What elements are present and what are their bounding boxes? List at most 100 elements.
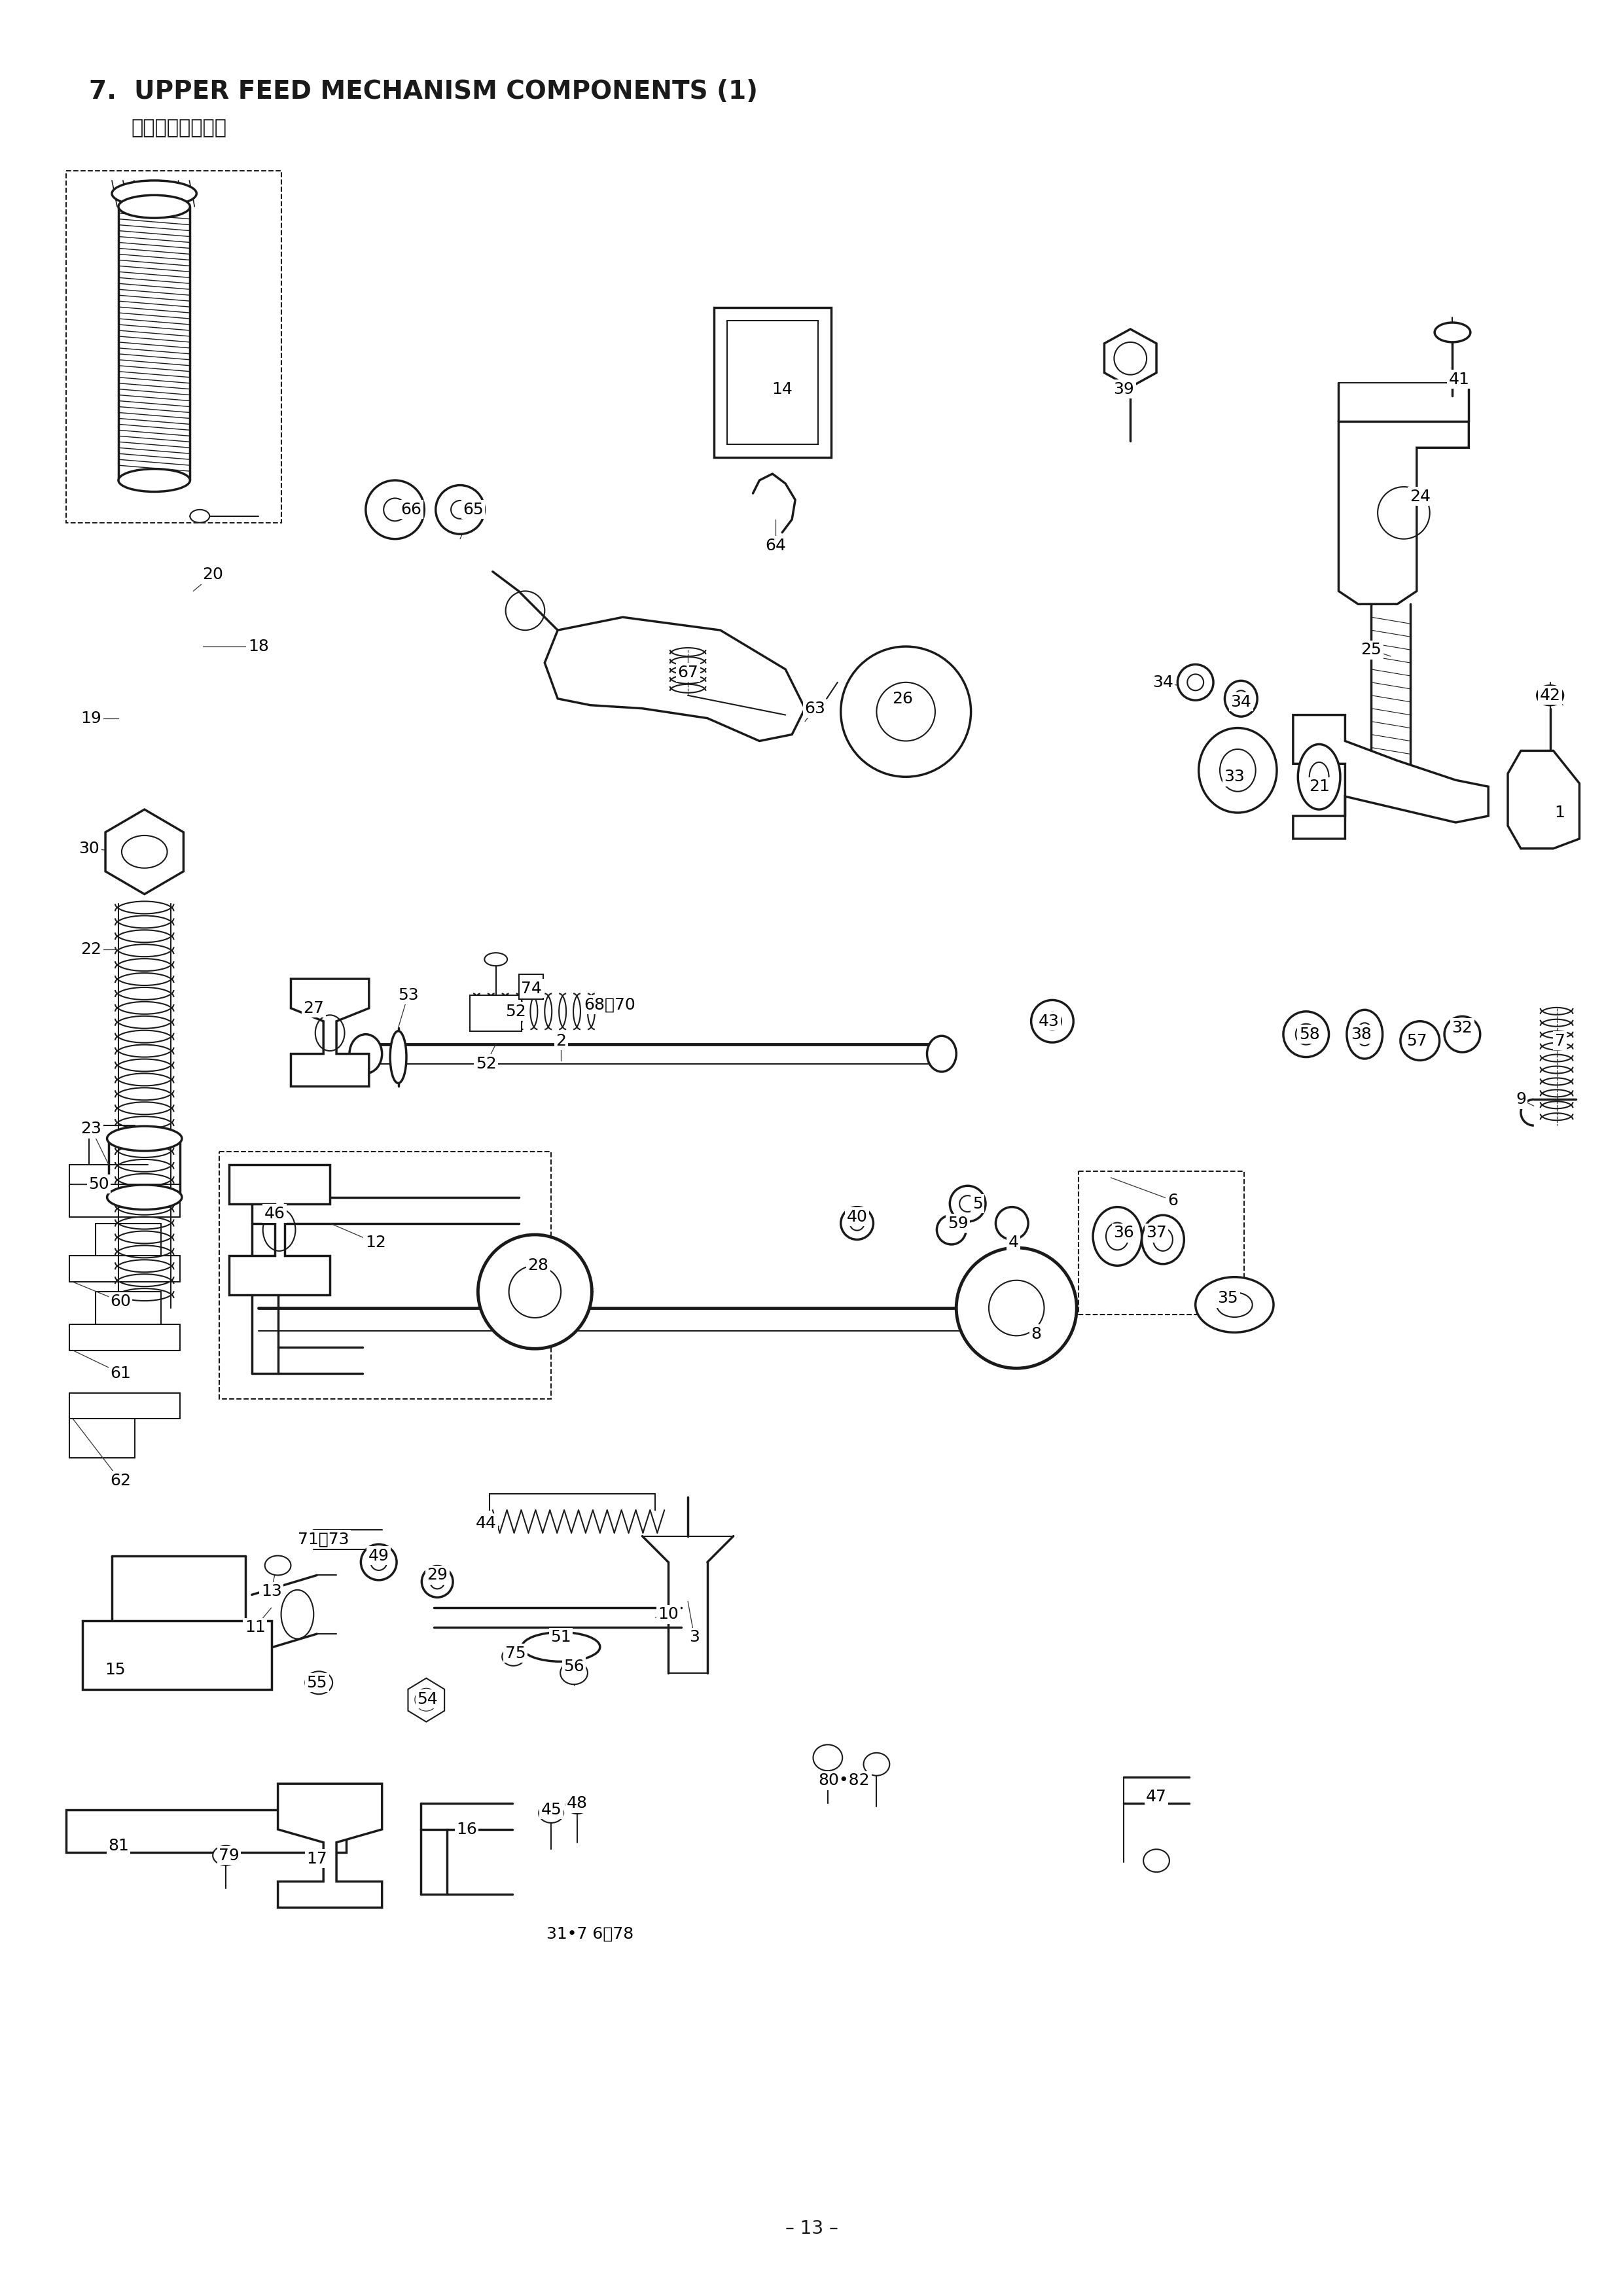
Text: 54: 54 bbox=[417, 1692, 438, 1706]
Text: 44: 44 bbox=[476, 1515, 497, 1531]
Ellipse shape bbox=[1196, 1277, 1274, 1332]
Text: 75: 75 bbox=[505, 1646, 526, 1662]
Ellipse shape bbox=[479, 1235, 592, 1348]
Text: 12: 12 bbox=[365, 1235, 386, 1251]
Polygon shape bbox=[105, 810, 183, 893]
Ellipse shape bbox=[927, 1035, 956, 1072]
Bar bbox=[1078, 1171, 1245, 1316]
Text: 74: 74 bbox=[521, 980, 542, 996]
Ellipse shape bbox=[1298, 744, 1341, 810]
Ellipse shape bbox=[1284, 1013, 1329, 1056]
Ellipse shape bbox=[1143, 1848, 1170, 1871]
Text: 6: 6 bbox=[1167, 1192, 1178, 1208]
Ellipse shape bbox=[1178, 664, 1214, 700]
Ellipse shape bbox=[936, 1215, 966, 1244]
Text: 23: 23 bbox=[81, 1120, 102, 1137]
Text: – 13 –: – 13 – bbox=[786, 2220, 837, 2239]
Ellipse shape bbox=[349, 1033, 381, 1072]
Text: 17: 17 bbox=[307, 1851, 328, 1867]
Text: 11: 11 bbox=[245, 1619, 266, 1635]
Ellipse shape bbox=[539, 1802, 563, 1823]
Text: 46: 46 bbox=[265, 1205, 286, 1221]
Text: 62: 62 bbox=[110, 1472, 131, 1488]
Polygon shape bbox=[278, 1784, 381, 1908]
Text: 38: 38 bbox=[1350, 1026, 1371, 1042]
Bar bbox=[219, 1153, 552, 1398]
Polygon shape bbox=[1339, 422, 1469, 604]
Text: 24: 24 bbox=[1409, 489, 1430, 505]
Text: 48: 48 bbox=[566, 1795, 588, 1812]
Text: 14: 14 bbox=[773, 381, 792, 397]
Text: 2: 2 bbox=[555, 1033, 566, 1049]
Text: 51: 51 bbox=[550, 1630, 571, 1644]
Text: 58: 58 bbox=[1298, 1026, 1319, 1042]
Text: 3: 3 bbox=[690, 1630, 700, 1644]
Text: 45: 45 bbox=[540, 1802, 562, 1818]
Ellipse shape bbox=[813, 1745, 842, 1770]
Text: 66: 66 bbox=[401, 503, 422, 517]
Text: 61: 61 bbox=[110, 1366, 131, 1380]
Ellipse shape bbox=[502, 1649, 524, 1667]
Text: 52: 52 bbox=[505, 1003, 526, 1019]
Ellipse shape bbox=[360, 1545, 396, 1580]
Ellipse shape bbox=[485, 953, 508, 967]
Bar bbox=[67, 1809, 346, 1853]
Bar bbox=[727, 321, 818, 445]
Ellipse shape bbox=[390, 1031, 406, 1084]
Text: 8: 8 bbox=[1031, 1327, 1042, 1341]
Bar bbox=[83, 1621, 271, 1690]
Text: 53: 53 bbox=[398, 987, 419, 1003]
Polygon shape bbox=[1294, 714, 1488, 838]
Text: 34: 34 bbox=[1152, 675, 1173, 691]
Text: 20: 20 bbox=[203, 567, 224, 583]
Text: 16: 16 bbox=[456, 1821, 477, 1837]
Text: 68～70: 68～70 bbox=[584, 996, 636, 1013]
Ellipse shape bbox=[107, 1185, 182, 1210]
Ellipse shape bbox=[1092, 1208, 1141, 1265]
Text: 52: 52 bbox=[476, 1056, 497, 1072]
Ellipse shape bbox=[112, 181, 196, 207]
Text: 40: 40 bbox=[847, 1210, 867, 1224]
Text: 79: 79 bbox=[219, 1848, 240, 1864]
Ellipse shape bbox=[1435, 321, 1470, 342]
Polygon shape bbox=[1104, 328, 1157, 388]
Text: 32: 32 bbox=[1453, 1019, 1472, 1035]
Ellipse shape bbox=[265, 1557, 291, 1575]
Ellipse shape bbox=[107, 1125, 182, 1150]
Text: 63: 63 bbox=[805, 700, 824, 716]
Text: 1: 1 bbox=[1555, 806, 1565, 820]
Text: 18: 18 bbox=[248, 638, 269, 654]
Ellipse shape bbox=[118, 468, 190, 491]
Text: 10: 10 bbox=[657, 1607, 678, 1623]
Ellipse shape bbox=[365, 480, 424, 540]
Ellipse shape bbox=[1537, 687, 1563, 705]
Bar bbox=[469, 994, 523, 1031]
Ellipse shape bbox=[1199, 728, 1277, 813]
Text: 29: 29 bbox=[427, 1568, 448, 1582]
Text: 上送り関係（１）: 上送り関係（１） bbox=[131, 119, 227, 138]
Ellipse shape bbox=[1225, 680, 1258, 716]
Text: 50: 50 bbox=[89, 1176, 109, 1192]
Text: 80•82: 80•82 bbox=[818, 1773, 870, 1789]
Text: 22: 22 bbox=[81, 941, 102, 957]
Text: 47: 47 bbox=[1146, 1789, 1167, 1805]
Bar bbox=[519, 974, 544, 999]
Ellipse shape bbox=[1141, 1215, 1185, 1265]
Text: 25: 25 bbox=[1360, 643, 1381, 657]
Text: 19: 19 bbox=[81, 709, 102, 726]
Text: 13: 13 bbox=[261, 1584, 282, 1600]
Ellipse shape bbox=[863, 1752, 889, 1775]
Polygon shape bbox=[407, 1678, 445, 1722]
Ellipse shape bbox=[1347, 1010, 1383, 1058]
Ellipse shape bbox=[949, 1185, 985, 1221]
Text: 57: 57 bbox=[1407, 1033, 1427, 1049]
Ellipse shape bbox=[1031, 1001, 1073, 1042]
Text: 64: 64 bbox=[764, 537, 786, 553]
Bar bbox=[67, 170, 281, 523]
Text: 33: 33 bbox=[1224, 769, 1245, 785]
Polygon shape bbox=[229, 1164, 329, 1295]
Text: 4: 4 bbox=[1008, 1235, 1019, 1251]
Text: 21: 21 bbox=[1308, 778, 1329, 794]
Text: 71～73: 71～73 bbox=[297, 1531, 349, 1548]
Text: 7: 7 bbox=[1555, 1033, 1565, 1049]
